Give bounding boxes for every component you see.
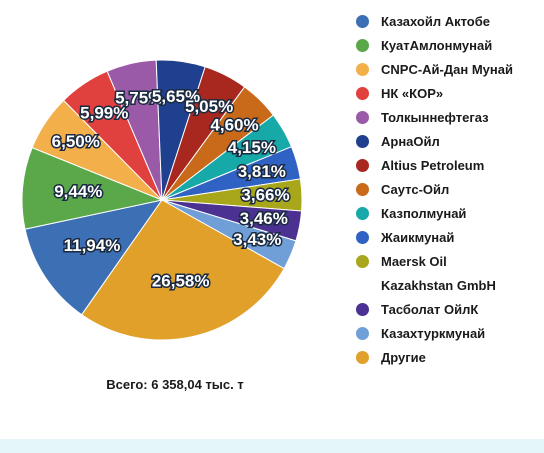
legend-marker [356, 135, 369, 148]
legend-marker [356, 87, 369, 100]
legend-item: Altius Petroleum [356, 154, 536, 178]
legend-item: Maersk Oil Kazakhstan GmbH [356, 250, 536, 298]
legend-label: Казахтуркмунай [381, 326, 486, 341]
slice-label: 9,44% [54, 182, 102, 201]
legend-item: Саутс-Ойл [356, 178, 536, 202]
legend-item: НК «КОР» [356, 82, 536, 106]
legend-marker [356, 63, 369, 76]
legend-marker [356, 303, 369, 316]
slice-label: 4,15% [228, 138, 276, 157]
slice-label: 3,66% [241, 186, 289, 205]
legend-label: Саутс-Ойл [381, 182, 450, 197]
legend-item: Толкыннефтегаз [356, 106, 536, 130]
legend-item: Казахойл Актобе [356, 10, 536, 34]
legend-label: Толкыннефтегаз [381, 110, 489, 125]
legend-marker [356, 351, 369, 364]
legend-label: НК «КОР» [381, 86, 444, 101]
slice-label: 4,60% [210, 115, 258, 134]
legend-item: АрнаОйл [356, 130, 536, 154]
legend-marker [356, 15, 369, 28]
legend-item: Казполмунай [356, 202, 536, 226]
slice-label: 5,05% [185, 97, 233, 116]
pie-slice [24, 199, 164, 316]
legend-label: CNPC-Ай-Дан Мунай [381, 62, 513, 77]
legend-label: Maersk Oil Kazakhstan GmbH [381, 254, 496, 293]
legend-marker [356, 183, 369, 196]
legend-item: Другие [356, 346, 536, 370]
legend-label: Казахойл Актобе [381, 14, 491, 29]
slice-label: 6,50% [52, 132, 100, 151]
pie-slice [21, 146, 164, 230]
slice-label: 5,65% [152, 87, 200, 106]
legend-label: Altius Petroleum [381, 158, 485, 173]
legend-marker [356, 255, 369, 268]
legend-label: АрнаОйл [381, 134, 440, 149]
legend-label: Другие [381, 350, 426, 365]
slice-label: 5,99% [80, 103, 128, 122]
pie-chart: 11,94% 9,44% 6,50% 5,99%5,75%5,65%5,05%4,60… [21, 59, 303, 341]
slice-label: 3,43% [233, 230, 281, 249]
total-annotation: Всего: 6 358,04 тыс. т [106, 377, 244, 392]
slice-label: 5,75% [115, 88, 163, 107]
slice-label: 11,94% [64, 236, 121, 255]
legend-marker [356, 327, 369, 340]
legend-label: Казполмунай [381, 206, 467, 221]
pie-slice [81, 199, 285, 341]
legend-item: CNPC-Ай-Дан Мунай [356, 58, 536, 82]
legend: Казахойл Актобе КуатАмлонмунай CNPC-Ай-Дан… [356, 10, 536, 370]
slice-label: 26,58% [152, 271, 210, 290]
bottom-strip [0, 439, 544, 453]
slice-label: 3,81% [238, 162, 286, 181]
legend-marker [356, 159, 369, 172]
legend-label: Тасболат ОйлК [381, 302, 479, 317]
legend-item: Жаикмунай [356, 226, 536, 250]
legend-marker [356, 39, 369, 52]
legend-label: КуатАмлонмунай [381, 38, 493, 53]
legend-marker [356, 231, 369, 244]
legend-item: Тасболат ОйлК [356, 298, 536, 322]
legend-label: Жаикмунай [381, 230, 455, 245]
legend-marker [356, 111, 369, 124]
legend-item: КуатАмлонмунай [356, 34, 536, 58]
legend-marker [356, 207, 369, 220]
legend-item: Казахтуркмунай [356, 322, 536, 346]
slice-label: 3,46% [240, 209, 288, 228]
